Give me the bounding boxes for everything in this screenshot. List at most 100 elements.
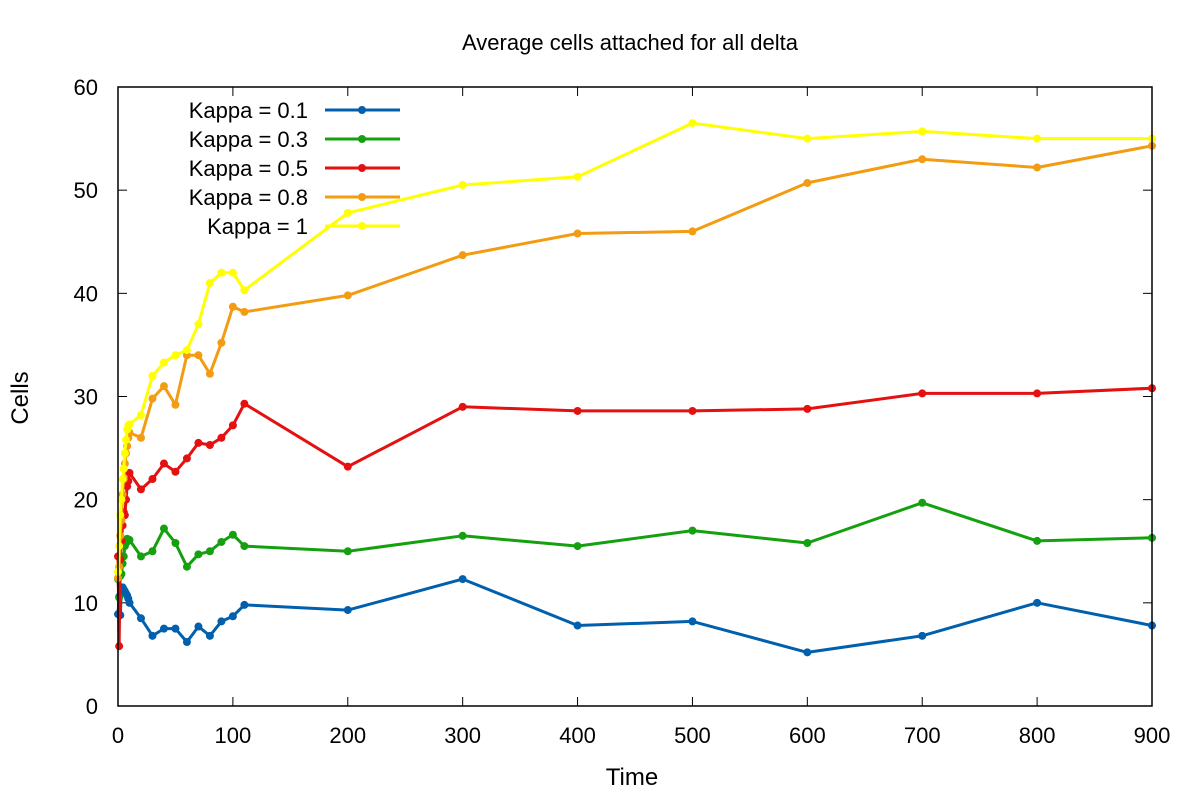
data-point: [115, 642, 124, 651]
series-line: [116, 144, 1153, 579]
data-point: [217, 617, 226, 626]
y-tick-label: 50: [74, 178, 98, 203]
data-point: [182, 562, 191, 571]
series-line: [116, 501, 1153, 600]
data-point: [343, 291, 352, 300]
data-point: [171, 624, 180, 633]
data-point: [918, 498, 927, 507]
data-point: [573, 542, 582, 551]
data-point: [182, 454, 191, 463]
legend-label: Kappa = 1: [207, 214, 308, 239]
data-point: [148, 547, 157, 556]
x-tick-label: 200: [329, 723, 366, 748]
data-point: [205, 369, 214, 378]
data-point: [148, 631, 157, 640]
series-2: [114, 498, 1156, 602]
data-point: [240, 399, 249, 408]
data-point: [125, 598, 134, 607]
series-line: [116, 577, 1153, 654]
data-point: [228, 612, 237, 621]
data-point: [217, 537, 226, 546]
data-point: [458, 181, 467, 190]
data-point: [688, 119, 697, 128]
data-point: [918, 127, 927, 136]
data-point: [688, 617, 697, 626]
data-point: [803, 404, 812, 413]
x-tick-label: 800: [1019, 723, 1056, 748]
data-point: [136, 411, 145, 420]
data-point: [573, 229, 582, 238]
data-point: [119, 464, 128, 473]
data-point: [240, 286, 249, 295]
data-point: [171, 467, 180, 476]
data-point: [194, 622, 203, 631]
data-point: [159, 382, 168, 391]
data-point: [182, 346, 191, 355]
data-point: [217, 268, 226, 277]
data-point: [159, 524, 168, 533]
data-point: [458, 251, 467, 260]
legend-label: Kappa = 0.3: [189, 127, 308, 152]
data-point: [125, 535, 134, 544]
data-point: [115, 542, 124, 551]
data-point: [122, 435, 131, 444]
data-point: [240, 600, 249, 609]
data-point: [136, 614, 145, 623]
data-point: [205, 547, 214, 556]
data-point: [803, 648, 812, 657]
plot-frame: [117, 86, 1153, 707]
data-point: [458, 575, 467, 584]
data-point: [205, 279, 214, 288]
data-point: [343, 606, 352, 615]
y-tick-label: 10: [74, 591, 98, 616]
data-point: [159, 459, 168, 468]
data-point: [1033, 163, 1042, 172]
data-point: [573, 621, 582, 630]
data-point: [136, 552, 145, 561]
data-point: [171, 538, 180, 547]
data-point: [343, 208, 352, 217]
data-point: [1033, 536, 1042, 545]
legend-label: Kappa = 0.5: [189, 156, 308, 181]
data-point: [182, 638, 191, 647]
data-point: [688, 526, 697, 535]
legend: Kappa = 0.1 Kappa = 0.3 Kappa = 0.5 Kappa =…: [189, 98, 400, 239]
data-point: [205, 631, 214, 640]
data-point: [573, 406, 582, 415]
y-axis-label: Cells: [7, 371, 34, 424]
x-tick-label: 700: [904, 723, 941, 748]
data-point: [1033, 389, 1042, 398]
data-point: [573, 172, 582, 181]
x-tick-label: 300: [444, 723, 481, 748]
data-point: [136, 433, 145, 442]
data-point: [159, 624, 168, 633]
data-point: [205, 440, 214, 449]
data-point: [194, 438, 203, 447]
data-point: [803, 538, 812, 547]
data-point: [194, 351, 203, 360]
data-point: [458, 402, 467, 411]
data-point: [343, 462, 352, 471]
data-point: [228, 268, 237, 277]
data-point: [194, 550, 203, 559]
x-axis-label: Time: [606, 764, 658, 791]
x-tick-label: 0: [112, 723, 124, 748]
legend-swatch-point: [358, 135, 366, 143]
data-point: [118, 475, 127, 484]
data-point: [120, 449, 129, 458]
data-point: [240, 307, 249, 316]
data-point: [171, 400, 180, 409]
data-point: [125, 468, 134, 477]
data-point: [1033, 598, 1042, 607]
y-tick-label: 20: [74, 488, 98, 513]
data-point: [228, 421, 237, 430]
data-point: [171, 351, 180, 360]
legend-label: Kappa = 0.8: [189, 185, 308, 210]
data-point: [458, 531, 467, 540]
data-point: [125, 420, 134, 429]
data-point: [688, 406, 697, 415]
series-layer: [114, 119, 1156, 657]
chart-title: Average cells attached for all delta: [462, 30, 799, 55]
